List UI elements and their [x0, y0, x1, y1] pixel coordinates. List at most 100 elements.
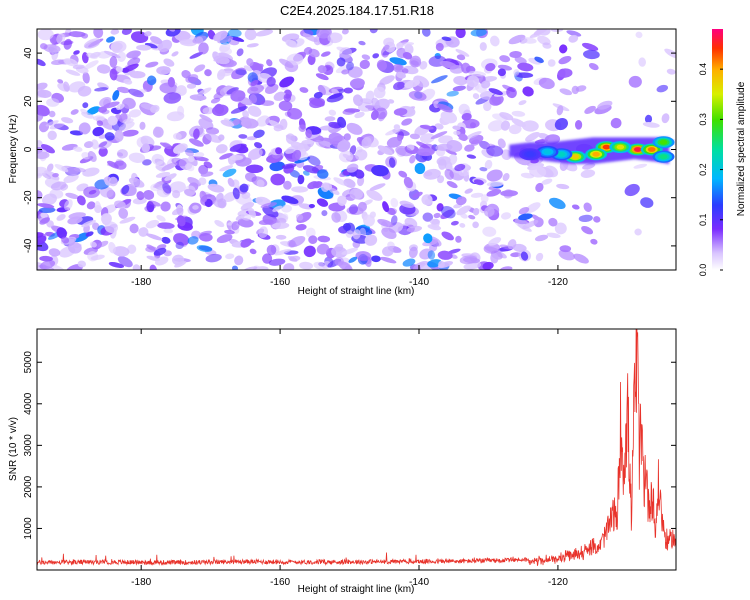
spectrogram-cell [582, 163, 596, 170]
spectrogram-cell [642, 122, 660, 128]
spectrogram-cell [482, 226, 497, 237]
spectrogram-cell [229, 143, 247, 152]
spectrogram-cell [279, 76, 295, 88]
signal-peak [659, 154, 668, 160]
spectrogram-cell [458, 103, 470, 116]
spectrogram-cell [281, 33, 300, 43]
spectrogram-cell [173, 233, 190, 246]
spectrogram-cell [483, 242, 501, 254]
spectrogram-cell [525, 202, 541, 214]
spectrogram-cell [501, 149, 512, 161]
spectrogram-cell [403, 176, 414, 189]
spectrogram-cell [272, 205, 283, 212]
snr-plot-area [37, 329, 676, 570]
spectrogram-cell [518, 213, 533, 221]
spectrogram-cell [558, 249, 575, 261]
spectrogram-cell [341, 69, 350, 75]
spectrogram-cell [389, 57, 407, 66]
spectrogram-cell [118, 121, 135, 131]
spectrogram-cell [339, 47, 353, 59]
spectrogram-cell [153, 247, 167, 256]
spectrogram-cell [248, 148, 263, 160]
spectrogram-cell [255, 29, 274, 37]
spectrogram-cell [364, 234, 378, 246]
spectrogram-cell [427, 250, 436, 260]
spectrogram-cell [193, 128, 200, 140]
x-tick-label: -120 [548, 577, 568, 588]
spectrogram-cell [68, 31, 86, 38]
spectrogram-cell [96, 64, 111, 74]
spectrogram-cell [225, 253, 235, 260]
spectrogram-cell [366, 189, 383, 201]
spectrogram-cell [438, 135, 453, 144]
spectrogram-cell [230, 106, 248, 114]
spectrogram-cell [315, 73, 329, 81]
spectrogram-cell [210, 97, 221, 104]
spectrogram-cell [509, 50, 522, 59]
spectrogram-cell [661, 113, 670, 124]
spectrogram-cell [106, 36, 115, 43]
spectrogram-cell [68, 81, 86, 93]
spectrogram-cell [186, 83, 197, 89]
signal-peak [557, 151, 566, 157]
spectrogram-cell [414, 162, 426, 175]
spectrogram-cell [578, 214, 593, 223]
spectrogram-cell [130, 31, 149, 43]
spectrogram-cell [409, 155, 416, 164]
spectrogram-cell [227, 29, 242, 38]
spectrogram-cell [199, 232, 213, 242]
spectrogram-cell [46, 163, 54, 172]
spectrogram-cell [275, 234, 287, 240]
spectrogram-cell [220, 119, 235, 127]
spectrogram-cell [205, 127, 220, 135]
spectrogram-cell [174, 260, 187, 268]
spectrogram-cell [285, 145, 299, 154]
spectrogram-cell [520, 251, 529, 261]
spectrogram-cell [559, 88, 573, 96]
spectrogram-cell [89, 241, 97, 248]
spectrogram-cell [254, 142, 263, 149]
spectrogram-cell [232, 187, 240, 200]
spectrogram-cell [171, 51, 179, 57]
spectrogram-cell [624, 183, 640, 197]
spectrogram-noise-layer [37, 29, 676, 270]
spectrogram-cell [301, 139, 315, 145]
y-tick-label: -20 [23, 190, 34, 205]
spectrogram-cell [144, 42, 158, 49]
spectrogram-cell [271, 222, 290, 230]
spectrogram-cell [151, 153, 165, 166]
snr-y-axis: 1000 2000 3000 4000 5000 [23, 351, 676, 540]
spectrogram-cell [115, 66, 124, 73]
spectrogram-cell [138, 227, 149, 237]
spectrogram-cell [128, 152, 146, 163]
spectrogram-cell [583, 202, 592, 212]
spectrogram-cell [352, 229, 361, 240]
spectrogram-cell [136, 44, 152, 51]
spectrogram-cell [246, 136, 258, 141]
spectrogram-cell [207, 183, 225, 193]
spectrogram-cell [548, 217, 558, 227]
spectrogram-cell [189, 138, 204, 147]
spectrogram-cell [514, 218, 530, 229]
spectrogram-cell [162, 142, 172, 150]
spectrogram-cell [535, 182, 544, 193]
spectrogram-cell [213, 199, 226, 208]
spectrogram-cell [520, 172, 535, 179]
spectrogram-cell [232, 118, 241, 126]
spectrogram-cell [382, 201, 390, 213]
spectrogram-cell [116, 149, 128, 159]
spectrogram-cell [194, 152, 205, 158]
spectrogram-cell [100, 213, 112, 225]
spectrogram-cell [288, 235, 306, 248]
spectrogram-cell [256, 115, 270, 127]
spectrogram-cell [568, 34, 579, 43]
spectrogram-cell [146, 233, 163, 241]
spectrogram-cell [499, 112, 514, 121]
spectrogram-cell [464, 188, 473, 194]
spectrogram-cell [163, 250, 172, 257]
spectrogram-cell [56, 227, 67, 239]
spectrogram-cell [175, 85, 187, 96]
spectrogram-cell [38, 265, 55, 270]
spectrogram-cell [547, 59, 556, 67]
spectrogram-cell [633, 163, 648, 169]
